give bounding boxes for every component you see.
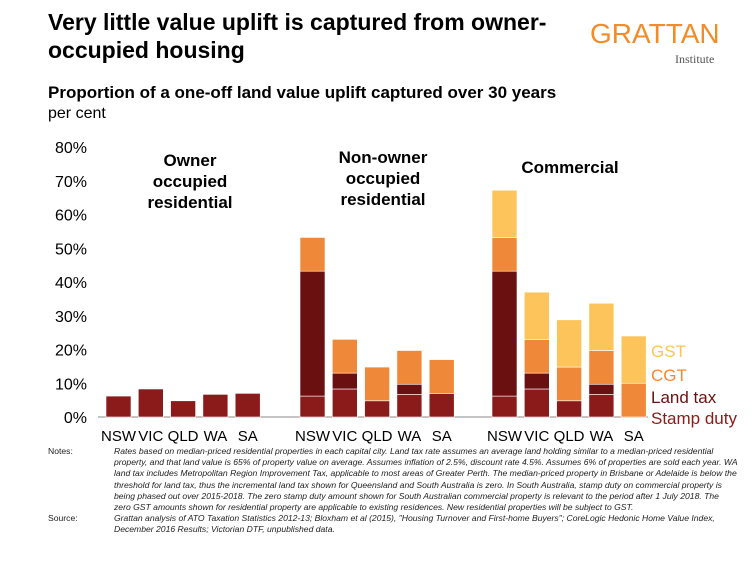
legend-gst: GST	[651, 342, 686, 361]
bar-cgt-sa	[428, 359, 455, 394]
legend-cgt: CGT	[651, 366, 687, 385]
bar-stamp-duty-vic	[138, 388, 164, 418]
bar-land-tax-nsw	[491, 270, 518, 397]
bar-gst-nsw	[491, 189, 518, 238]
x-tick-label: SA	[432, 428, 452, 445]
y-tick-label: 60%	[55, 208, 87, 225]
y-tick-label: 10%	[55, 376, 87, 393]
bar-land-tax-wa	[396, 383, 423, 395]
y-tick-label: 40%	[55, 275, 87, 292]
bar-gst-vic	[523, 291, 550, 340]
grattan-logo: GRATTAN	[590, 18, 720, 49]
y-tick-label: 0%	[64, 410, 87, 427]
bar-stamp-duty-wa	[202, 394, 229, 418]
chart-subtitle: Proportion of a one-off land value uplif…	[48, 83, 557, 102]
bar-land-tax-vic	[331, 372, 358, 390]
bar-cgt-qld	[364, 366, 390, 402]
bar-gst-sa	[620, 335, 647, 384]
notes-label: Notes:	[48, 446, 73, 456]
source-label: Source:	[48, 513, 78, 524]
x-tick-label: SA	[624, 428, 644, 445]
y-tick-label: 70%	[55, 174, 87, 191]
stacked-bar-chart: 0%10%20%30%40%50%60%70%80%NSW VIC QLD WA SA N…	[55, 140, 738, 445]
bar-gst-qld	[556, 319, 582, 368]
x-tick-label: VIC	[138, 428, 163, 445]
x-tick-label: WA	[204, 428, 228, 445]
x-tick-label: QLD	[362, 428, 393, 445]
bar-cgt-wa	[396, 350, 423, 385]
y-tick-label: 20%	[55, 343, 87, 360]
bar-land-tax-wa	[588, 383, 615, 395]
bar-gst-wa	[588, 302, 615, 351]
x-tick-label: NSW	[487, 428, 523, 445]
bar-stamp-duty-nsw	[491, 395, 518, 418]
bar-stamp-duty-vic	[523, 388, 550, 418]
bar-stamp-duty-wa	[396, 394, 423, 418]
bar-stamp-duty-qld	[364, 400, 390, 418]
bar-land-tax-vic	[523, 372, 550, 390]
x-tick-label: NSW	[101, 428, 137, 445]
x-tick-label: VIC	[524, 428, 549, 445]
notes-text: Rates based on median-priced residential…	[114, 446, 738, 513]
x-tick-label: WA	[590, 428, 614, 445]
bar-cgt-sa	[620, 382, 647, 418]
legend-stamp-duty: Stamp duty	[651, 409, 737, 428]
legend-land-tax: Land tax	[651, 388, 717, 407]
group-label: Commercial	[521, 158, 618, 177]
y-tick-label: 30%	[55, 309, 87, 326]
bar-stamp-duty-vic	[331, 388, 358, 418]
y-tick-label: 80%	[55, 140, 87, 157]
bar-stamp-duty-nsw	[299, 395, 326, 418]
bar-cgt-nsw	[491, 237, 518, 272]
x-tick-label: NSW	[295, 428, 331, 445]
x-tick-label: QLD	[168, 428, 199, 445]
bar-cgt-qld	[556, 366, 582, 402]
bar-cgt-vic	[331, 339, 358, 374]
x-tick-label: QLD	[554, 428, 585, 445]
notes-block: Notes: Rates based on median-priced resi…	[48, 446, 738, 536]
bar-stamp-duty-qld	[170, 400, 196, 418]
x-tick-label: WA	[398, 428, 422, 445]
bar-land-tax-nsw	[299, 270, 326, 397]
group-label: Non-owner occupied residential	[339, 148, 428, 209]
bar-stamp-duty-nsw	[105, 395, 132, 418]
group-label: Owner occupied residential	[147, 151, 232, 212]
bar-stamp-duty-sa	[428, 393, 455, 418]
bar-cgt-nsw	[299, 237, 326, 272]
bar-stamp-duty-qld	[556, 400, 582, 418]
bar-cgt-vic	[523, 339, 550, 374]
bar-stamp-duty-wa	[588, 394, 615, 418]
x-tick-label: SA	[238, 428, 258, 445]
x-tick-label: VIC	[332, 428, 357, 445]
grattan-logo-sub: Institute	[675, 52, 715, 66]
y-tick-label: 50%	[55, 241, 87, 258]
y-units-label: per cent	[48, 105, 106, 122]
chart-title: Very little value uplift is captured fro…	[48, 9, 547, 63]
source-text: Grattan analysis of ATO Taxation Statist…	[114, 513, 715, 535]
bar-cgt-wa	[588, 350, 615, 385]
bar-stamp-duty-sa	[234, 393, 261, 418]
